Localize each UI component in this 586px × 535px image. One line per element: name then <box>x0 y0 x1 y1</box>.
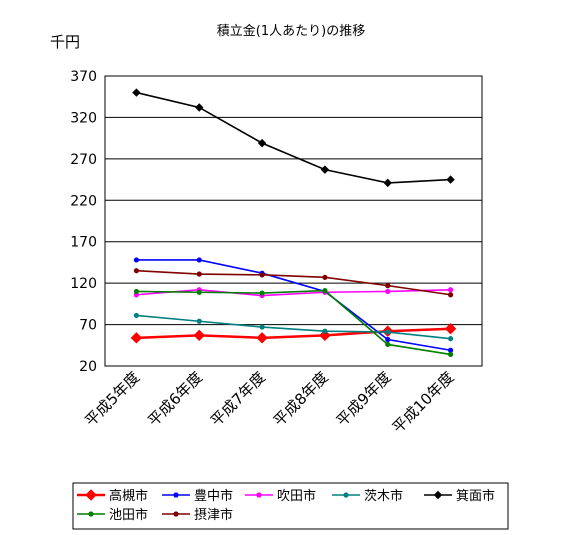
series-line <box>136 289 451 356</box>
chart-title: 積立金(1人あたり)の推移 <box>217 23 365 39</box>
data-point <box>256 332 268 344</box>
legend-label: 摂津市 <box>194 507 233 523</box>
series-line <box>136 259 451 352</box>
y-tick-label: 20 <box>79 359 97 375</box>
legend-label: 豊中市 <box>194 488 233 504</box>
data-point <box>195 103 204 112</box>
data-point <box>196 289 202 295</box>
legend-swatch-marker <box>85 489 97 501</box>
grid <box>105 116 482 326</box>
x-tick-label: 平成10年度 <box>389 368 458 437</box>
series-line <box>136 269 451 296</box>
x-tick-label: 平成9年度 <box>333 368 395 430</box>
data-point <box>259 290 265 296</box>
data-point <box>322 274 328 280</box>
data-point <box>322 288 328 294</box>
legend-swatch-marker <box>173 492 179 498</box>
series-line <box>136 91 451 184</box>
legend-item: 茨木市 <box>332 488 403 504</box>
legend-label: 吹田市 <box>277 488 316 504</box>
data-point <box>196 257 202 263</box>
legend-item: 池田市 <box>77 507 148 523</box>
data-point <box>320 165 330 174</box>
x-tick-label: 平成7年度 <box>207 368 269 430</box>
series-6 <box>133 288 454 357</box>
y-tick-label: 320 <box>70 110 97 126</box>
data-point <box>385 283 391 289</box>
legend-label: 高槻市 <box>109 488 148 504</box>
legend-item: 箕面市 <box>424 488 495 504</box>
data-point <box>447 287 454 293</box>
legend-label: 箕面市 <box>456 488 495 504</box>
series-2 <box>133 257 454 353</box>
data-point <box>133 268 140 274</box>
data-point <box>196 271 202 277</box>
y-axis-ticks: 20 70 120 170 220 270 320 370 <box>70 69 97 375</box>
y-tick-label: 120 <box>70 276 97 292</box>
plot-area <box>104 75 483 367</box>
x-tick-label: 平成8年度 <box>270 368 332 430</box>
legend-item: 摂津市 <box>162 507 233 523</box>
data-point <box>385 288 391 295</box>
legend-swatch-marker <box>256 492 262 498</box>
legend-swatch-marker <box>433 490 443 500</box>
legend-item: 豊中市 <box>162 488 233 504</box>
series-1 <box>130 323 457 344</box>
data-point <box>447 292 454 298</box>
data-point <box>196 318 202 324</box>
legend-item: 高槻市 <box>77 488 148 504</box>
data-point <box>446 175 455 184</box>
y-tick-label: 370 <box>70 69 97 85</box>
y-tick-label: 220 <box>70 193 97 209</box>
data-point <box>447 336 454 342</box>
data-point <box>259 272 265 278</box>
y-tick-label: 70 <box>79 318 97 334</box>
data-point <box>130 332 143 344</box>
data-point <box>133 257 140 263</box>
data-point <box>447 351 454 357</box>
data-point <box>133 288 140 295</box>
data-point <box>385 329 391 335</box>
series-5 <box>132 88 455 188</box>
y-axis-unit-label: 千円 <box>50 33 80 51</box>
data-point <box>259 324 265 330</box>
legend-label: 池田市 <box>109 507 148 523</box>
series-line <box>136 288 451 297</box>
data-point <box>319 329 331 342</box>
series-line <box>136 327 451 340</box>
x-tick-label: 平成5年度 <box>81 368 143 430</box>
data-point <box>132 88 141 97</box>
series-4 <box>133 312 454 342</box>
series-line <box>136 314 451 340</box>
y-tick-label: 270 <box>70 152 97 168</box>
data-point <box>322 328 328 334</box>
data-point <box>447 347 454 353</box>
data-point <box>257 138 267 148</box>
legend-swatch-marker <box>343 492 349 498</box>
legend-item: 吹田市 <box>245 488 316 504</box>
data-point <box>193 329 205 342</box>
series-7 <box>133 268 454 298</box>
data-point <box>133 312 140 319</box>
data-point <box>385 336 391 343</box>
legend-swatch-marker <box>88 511 94 517</box>
x-tick-label: 平成6年度 <box>144 368 206 430</box>
data-point <box>385 341 391 348</box>
legend-swatch-marker <box>173 511 179 517</box>
legend-box <box>72 482 509 530</box>
y-tick-label: 170 <box>70 235 97 251</box>
data-point <box>383 178 392 188</box>
series-layer <box>130 88 457 357</box>
legend-label: 茨木市 <box>364 488 403 504</box>
data-point <box>444 323 457 335</box>
